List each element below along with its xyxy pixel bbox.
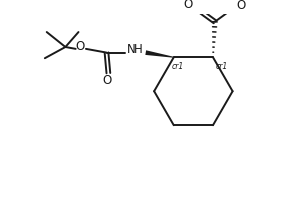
Text: cr1: cr1 xyxy=(216,62,228,71)
Text: H: H xyxy=(134,43,143,56)
Text: O: O xyxy=(76,41,85,53)
Text: O: O xyxy=(103,74,112,87)
Text: N: N xyxy=(126,43,135,56)
Text: O: O xyxy=(183,0,192,11)
Text: O: O xyxy=(236,0,246,12)
Text: cr1: cr1 xyxy=(172,62,184,71)
Polygon shape xyxy=(145,50,174,58)
